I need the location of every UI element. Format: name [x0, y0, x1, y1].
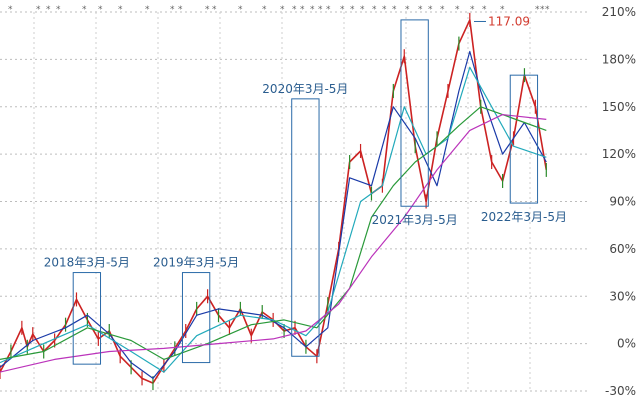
y-tick-label: 210% [602, 5, 636, 19]
y-tick-label: 30% [609, 289, 636, 303]
star-marker: * [350, 5, 355, 15]
y-tick-label: 90% [609, 195, 636, 209]
star-marker: * [46, 5, 51, 15]
star-marker: * [98, 5, 103, 15]
highlight-box [291, 98, 320, 357]
star-marker: * [310, 5, 315, 15]
star-marker: * [212, 5, 217, 15]
star-marker: * [428, 5, 433, 15]
star-marker: * [500, 5, 505, 15]
highlight-box-label: 2022年3月-5月 [481, 210, 567, 224]
star-marker: * [178, 5, 183, 15]
star-marker: * [8, 5, 13, 15]
star-marker: * [535, 5, 540, 15]
star-marker: * [36, 5, 41, 15]
star-marker: * [118, 5, 123, 15]
y-tick-label: 180% [602, 52, 636, 66]
star-marker: * [238, 5, 243, 15]
series-line-ma-long [0, 106, 547, 360]
y-tick-label: -30% [605, 384, 636, 398]
star-marker: * [205, 5, 210, 15]
star-marker: * [455, 5, 460, 15]
star-marker: * [145, 5, 150, 15]
star-marker: * [405, 5, 410, 15]
star-marker-row: * * * * * * * * * * * * * * * * * * * * * * * * * * * * * * * * * * * * * [8, 5, 550, 15]
highlight-box-layer [72, 19, 539, 365]
star-marker: * [360, 5, 365, 15]
star-marker: * [382, 5, 387, 15]
star-marker: * [392, 5, 397, 15]
star-marker: * [418, 5, 423, 15]
y-tick-label: 150% [602, 100, 636, 114]
highlight-box-label: 2018年3月-5月 [44, 256, 130, 270]
star-marker: * [318, 5, 323, 15]
star-marker: * [262, 5, 267, 15]
star-marker: * [170, 5, 175, 15]
star-marker: * [280, 5, 285, 15]
y-tick-label: 60% [609, 242, 636, 256]
star-marker: * [540, 5, 545, 15]
series-layer [0, 12, 548, 391]
star-marker: * [292, 5, 297, 15]
y-tick-label: 120% [602, 147, 636, 161]
star-marker: * [440, 5, 445, 15]
highlight-box [181, 272, 211, 364]
series-line-ma-short [0, 50, 547, 379]
star-marker: * [482, 5, 487, 15]
star-marker: * [56, 5, 61, 15]
series-line-ma-longest [0, 113, 547, 373]
y-tick-label: 0% [617, 337, 636, 351]
series-line-price [0, 19, 548, 384]
star-marker: * [300, 5, 305, 15]
highlight-box-label: 2021年3月-5月 [372, 213, 458, 227]
series-line-ma-mid [0, 66, 547, 373]
star-marker: * [82, 5, 87, 15]
highlight-box [509, 74, 539, 204]
star-marker: * [340, 5, 345, 15]
highlight-box [400, 19, 429, 207]
grid-layer: 210% 180% 150% 120% 90% 60% 30% 0% -30% [0, 5, 636, 398]
highlight-box-label: 2019年3月-5月 [153, 256, 239, 270]
star-marker: * [372, 5, 377, 15]
star-marker: * [326, 5, 331, 15]
highlight-box [72, 272, 102, 365]
star-marker: * [545, 5, 550, 15]
highlight-box-label: 2020年3月-5月 [262, 82, 348, 96]
peak-annotation-label: 117.09 [488, 14, 530, 28]
label-layer: 2018年3月-5月 2019年3月-5月 2020年3月-5月 2021年3月-5月… [44, 14, 567, 269]
star-marker: * [470, 5, 475, 15]
